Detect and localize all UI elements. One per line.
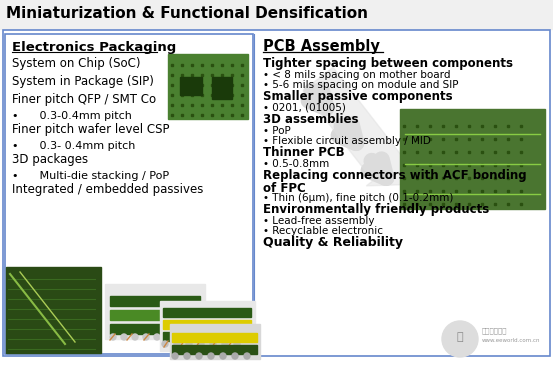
Text: of FPC: of FPC (263, 182, 306, 195)
Circle shape (165, 334, 171, 340)
Bar (6, 267, 101, 353)
Bar (170, 324, 260, 359)
Text: • Thin (6μm), fine pitch (0.1-0.2mm): • Thin (6μm), fine pitch (0.1-0.2mm) (263, 193, 453, 203)
Text: • 0.5-0.8mm: • 0.5-0.8mm (263, 159, 329, 169)
Circle shape (154, 334, 160, 340)
Bar (110, 310, 200, 320)
Circle shape (244, 353, 250, 359)
Bar (160, 301, 255, 351)
Text: Electronics Packaging: Electronics Packaging (12, 41, 176, 54)
Text: • Flexible circuit assembly / MID: • Flexible circuit assembly / MID (263, 136, 431, 146)
Text: • Recyclable electronic: • Recyclable electronic (263, 226, 383, 236)
Text: Miniaturization & Functional Densification: Miniaturization & Functional Densificati… (6, 7, 368, 22)
FancyArrow shape (303, 67, 410, 186)
Text: 3D assemblies: 3D assemblies (263, 113, 358, 126)
Text: System in Package (SIP): System in Package (SIP) (12, 75, 154, 88)
Bar (163, 332, 251, 341)
Text: System on Chip (SoC): System on Chip (SoC) (12, 57, 140, 70)
Text: Tighter spacing between components: Tighter spacing between components (263, 57, 513, 70)
Circle shape (110, 334, 116, 340)
Bar (168, 54, 248, 119)
Text: 3D packages: 3D packages (12, 153, 88, 166)
Circle shape (232, 353, 238, 359)
Circle shape (143, 334, 149, 340)
Bar (110, 296, 200, 306)
Text: Smaller passive components: Smaller passive components (263, 90, 452, 103)
Bar (163, 320, 251, 329)
Circle shape (210, 341, 216, 347)
FancyBboxPatch shape (5, 34, 253, 354)
Text: Environmentally friendly products: Environmentally friendly products (263, 203, 489, 216)
Circle shape (234, 341, 240, 347)
Text: www.eeworld.com.cn: www.eeworld.com.cn (482, 339, 540, 344)
Circle shape (222, 341, 228, 347)
Text: • 0201, (01005): • 0201, (01005) (263, 103, 346, 113)
Text: Replacing connectors with ACF bonding: Replacing connectors with ACF bonding (263, 169, 526, 182)
Circle shape (172, 353, 178, 359)
Circle shape (220, 353, 226, 359)
Text: •      0.3-0.4mm pitch: • 0.3-0.4mm pitch (12, 111, 132, 121)
Circle shape (132, 334, 138, 340)
Text: •      Multi-die stacking / PoP: • Multi-die stacking / PoP (12, 171, 169, 181)
Circle shape (198, 341, 204, 347)
Circle shape (176, 334, 182, 340)
Circle shape (174, 341, 180, 347)
Text: PCB Assembly: PCB Assembly (263, 39, 380, 54)
Text: • 5-6 mils spacing on module and SIP: • 5-6 mils spacing on module and SIP (263, 80, 458, 90)
Text: 电子工程世界: 电子工程世界 (482, 328, 508, 334)
Circle shape (187, 334, 193, 340)
Circle shape (196, 353, 202, 359)
Bar (163, 308, 251, 317)
FancyBboxPatch shape (3, 30, 550, 356)
Circle shape (121, 334, 127, 340)
Circle shape (162, 341, 168, 347)
Bar (212, 77, 232, 99)
Bar (180, 77, 202, 95)
Circle shape (208, 353, 214, 359)
Circle shape (184, 353, 190, 359)
Text: Integrated / embedded passives: Integrated / embedded passives (12, 183, 204, 196)
Bar (110, 324, 200, 334)
Bar (105, 284, 205, 339)
Text: • < 8 mils spacing on mother board: • < 8 mils spacing on mother board (263, 70, 451, 80)
Bar (172, 333, 257, 342)
Text: 电: 电 (457, 332, 463, 342)
Bar (0, 0, 553, 29)
Text: •      0.3- 0.4mm pitch: • 0.3- 0.4mm pitch (12, 141, 135, 151)
Circle shape (186, 341, 192, 347)
Text: Finer pitch wafer level CSP: Finer pitch wafer level CSP (12, 123, 170, 136)
Text: • PoP: • PoP (263, 126, 291, 136)
Bar (172, 345, 257, 354)
Text: Finer pitch QFP / SMT Co: Finer pitch QFP / SMT Co (12, 93, 156, 106)
Text: Thinner PCB: Thinner PCB (263, 146, 345, 159)
Text: Quality & Reliability: Quality & Reliability (263, 236, 403, 249)
Text: • Lead-free assembly: • Lead-free assembly (263, 216, 374, 226)
Circle shape (442, 321, 478, 357)
Bar (400, 109, 545, 209)
